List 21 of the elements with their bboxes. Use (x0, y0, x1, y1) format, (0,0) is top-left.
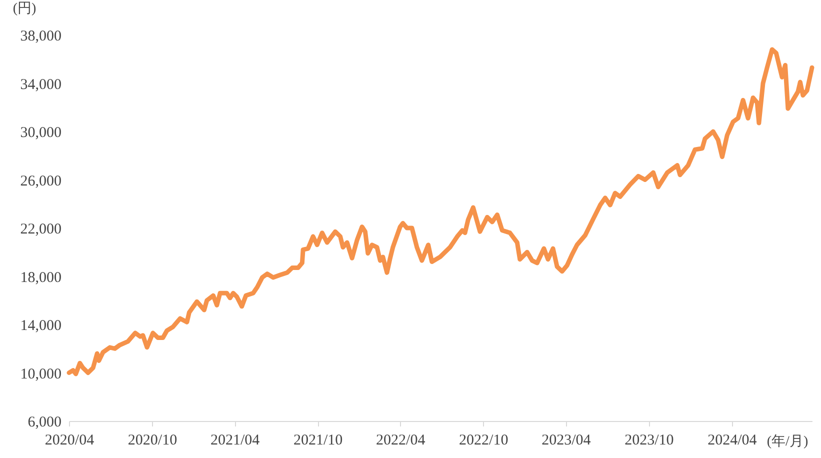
x-tick-label: 2021/04 (210, 432, 260, 448)
y-tick-label: 26,000 (20, 173, 62, 190)
x-tick-label: 2020/04 (44, 432, 95, 448)
x-tick-label: 2024/04 (708, 432, 758, 448)
x-axis-title: (年/月) (766, 434, 808, 450)
y-axis-title: (円) (12, 2, 36, 16)
y-tick-label: 10,000 (20, 366, 62, 382)
line-series (66, 47, 814, 376)
y-tick-label: 38,000 (20, 28, 62, 44)
y-tick-label: 30,000 (20, 125, 62, 141)
y-tick-label: 22,000 (20, 222, 62, 238)
x-tick-label: 2022/10 (459, 432, 508, 448)
x-tick-label: 2022/04 (376, 432, 426, 448)
y-tick-label: 6,000 (28, 414, 62, 430)
y-tick-label: 34,000 (20, 76, 62, 93)
y-tick-label: 18,000 (20, 270, 62, 286)
x-tick-label: 2023/04 (542, 432, 592, 448)
x-tick-label: 2020/10 (128, 432, 178, 448)
x-tick-label: 2023/10 (624, 432, 674, 448)
x-tick-label: 2021/10 (293, 432, 343, 448)
y-tick-label: 14,000 (20, 318, 62, 334)
